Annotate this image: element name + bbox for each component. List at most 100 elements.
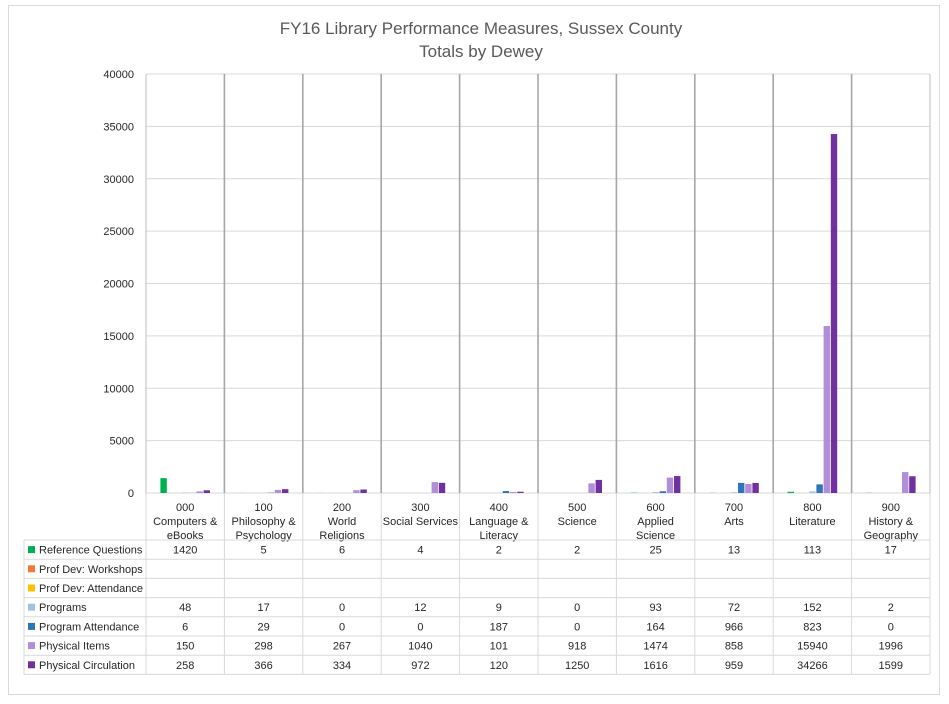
category-label: Arts xyxy=(724,516,744,528)
bar-physical-circulation xyxy=(909,476,916,493)
bar-physical-circulation xyxy=(595,479,602,493)
legend-label: Reference Questions xyxy=(39,545,143,557)
data-label: 0 xyxy=(574,602,580,614)
bar-physical-circulation xyxy=(830,134,838,493)
category-label: 900 xyxy=(882,502,900,514)
legend-label: Programs xyxy=(39,602,87,614)
data-label: 1996 xyxy=(879,641,903,653)
bar-program-attendance xyxy=(502,491,510,493)
data-label: 298 xyxy=(254,641,272,653)
data-label: 0 xyxy=(888,621,894,633)
chart-frame: FY16 Library Performance Measures, Susse… xyxy=(8,5,940,695)
data-label: 0 xyxy=(574,621,580,633)
data-label: 101 xyxy=(490,641,508,653)
bar-program-attendance xyxy=(659,491,666,493)
bar-physical-circulation xyxy=(674,476,681,493)
category-label: 100 xyxy=(254,502,272,514)
legend-swatch xyxy=(28,546,35,554)
bar-physical-items xyxy=(745,484,752,493)
chart-title: FY16 Library Performance Measures, Susse… xyxy=(280,19,683,38)
category-label: Philosophy & xyxy=(231,516,296,528)
y-tick-label: 30000 xyxy=(103,174,134,186)
data-label: 267 xyxy=(333,641,351,653)
data-label: 2 xyxy=(574,545,580,557)
data-label: 9 xyxy=(496,602,502,614)
bar-physical-circulation xyxy=(752,482,759,493)
category-label: Applied xyxy=(637,516,674,528)
data-label: 187 xyxy=(490,621,508,633)
data-label: 0 xyxy=(339,602,345,614)
bar-physical-items xyxy=(510,491,517,493)
data-label: 48 xyxy=(179,602,191,614)
data-label: 1420 xyxy=(173,545,197,557)
bar-physical-items xyxy=(588,483,595,493)
legend-label: Prof Dev: Workshops xyxy=(39,564,143,576)
chart-svg: FY16 Library Performance Measures, Susse… xyxy=(23,19,931,675)
bar-physical-items xyxy=(666,477,674,493)
legend-swatch xyxy=(28,642,35,650)
data-label: 966 xyxy=(725,621,743,633)
data-label: 93 xyxy=(649,602,661,614)
data-label: 972 xyxy=(411,660,429,672)
data-label: 17 xyxy=(257,602,269,614)
category-label: Literacy xyxy=(480,530,519,542)
data-label: 0 xyxy=(339,621,345,633)
y-tick-label: 25000 xyxy=(103,226,134,238)
category-label: Language & xyxy=(469,516,529,528)
data-label: 12 xyxy=(414,602,426,614)
category-label: Science xyxy=(636,530,675,542)
data-label: 918 xyxy=(568,641,586,653)
data-label: 5 xyxy=(261,545,267,557)
bar-physical-circulation xyxy=(203,490,210,493)
data-label: 6 xyxy=(339,545,345,557)
data-label: 15940 xyxy=(797,641,828,653)
category-label: History & xyxy=(868,516,913,528)
bar-physical-items xyxy=(431,482,438,493)
bar-physical-circulation xyxy=(438,482,446,493)
data-label: 1474 xyxy=(643,641,667,653)
y-tick-label: 0 xyxy=(128,488,134,500)
y-tick-label: 40000 xyxy=(103,69,134,81)
bar-physical-circulation xyxy=(282,489,289,493)
bar-reference-questions xyxy=(787,491,794,493)
y-tick-label: 20000 xyxy=(103,279,134,291)
data-label: 120 xyxy=(490,660,508,672)
data-label: 858 xyxy=(725,641,743,653)
category-label: 400 xyxy=(490,502,508,514)
data-label: 29 xyxy=(257,621,269,633)
legend-swatch xyxy=(28,565,35,573)
bar-programs xyxy=(809,491,816,493)
category-label: Psychology xyxy=(235,530,292,542)
legend-swatch xyxy=(28,603,35,611)
legend-swatch xyxy=(28,584,35,592)
data-label: 113 xyxy=(804,545,822,557)
data-label: 2 xyxy=(496,545,502,557)
bar-physical-items xyxy=(823,326,830,493)
y-tick-label: 5000 xyxy=(110,436,134,448)
category-label: 000 xyxy=(176,502,194,514)
data-label: 2 xyxy=(888,602,894,614)
y-tick-label: 15000 xyxy=(103,331,134,343)
bar-programs xyxy=(730,492,738,493)
y-tick-label: 10000 xyxy=(103,383,134,395)
category-label: Social Services xyxy=(383,516,459,528)
data-label: 334 xyxy=(333,660,351,672)
y-tick-label: 35000 xyxy=(103,121,134,133)
legend-swatch xyxy=(28,661,35,669)
category-label: Geography xyxy=(864,530,919,542)
data-label: 17 xyxy=(885,545,897,557)
legend-label: Physical Circulation xyxy=(39,660,135,672)
bar-programs xyxy=(182,492,189,493)
category-label: 200 xyxy=(333,502,351,514)
category-label: eBooks xyxy=(167,530,204,542)
category-label: World xyxy=(328,516,357,528)
grid-layer: 0 5000 10000 15000 20000 25000 30000 35000 40000 xyxy=(103,69,931,500)
data-label: 34266 xyxy=(797,660,828,672)
bar-physical-circulation xyxy=(517,491,524,493)
data-label: 0 xyxy=(417,621,423,633)
bar-physical-items xyxy=(274,489,282,493)
legend-label: Prof Dev: Attendance xyxy=(39,583,143,595)
data-label: 823 xyxy=(803,621,821,633)
category-label: 700 xyxy=(725,502,743,514)
